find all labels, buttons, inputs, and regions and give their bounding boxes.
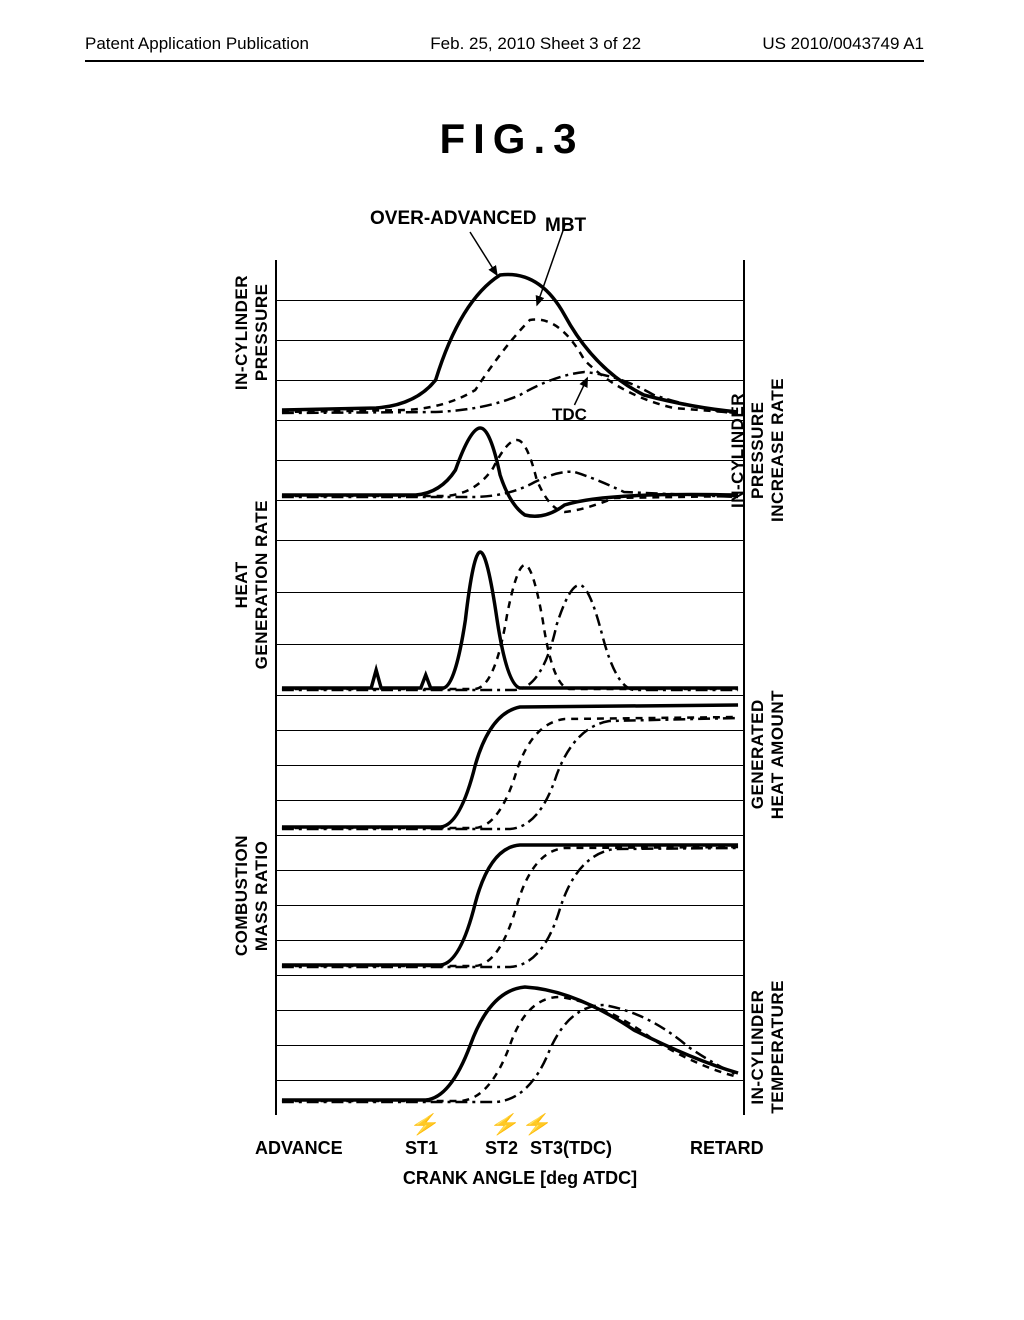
ylabel-temperature: IN-CYLINDERTEMPERATURE	[748, 980, 788, 1114]
ylabel-heat-amount: GENERATEDHEAT AMOUNT	[748, 690, 788, 819]
curves-panel1	[277, 260, 743, 420]
header-right: US 2010/0043749 A1	[762, 34, 924, 54]
page-header: Patent Application Publication Feb. 25, …	[0, 34, 1024, 54]
curves-panel4	[277, 695, 743, 835]
xlabel-st3: ST3(TDC)	[530, 1138, 612, 1159]
chart-container: OVER-ADVANCED MBT IN-CYLINDERPRESSURE TD…	[275, 260, 745, 1115]
ylabel-pressure: IN-CYLINDERPRESSURE	[232, 275, 272, 390]
curve-dashdot	[282, 1005, 738, 1102]
curve-solid	[282, 275, 738, 413]
panel-heat-gen-rate: HEATGENERATION RATE	[275, 540, 745, 695]
curve-dashdot	[282, 848, 738, 967]
xlabel-crank-angle: CRANK ANGLE [deg ATDC]	[380, 1168, 660, 1189]
curve-dashed	[282, 717, 738, 828]
spark-icon: ⚡	[409, 1112, 441, 1137]
header-center: Feb. 25, 2010 Sheet 3 of 22	[430, 34, 641, 54]
figure-title: FIG.3	[0, 115, 1024, 163]
panel-in-cylinder-pressure: IN-CYLINDERPRESSURE TDC	[275, 260, 745, 420]
header-divider	[85, 60, 924, 62]
panel-temperature: IN-CYLINDERTEMPERATURE	[275, 975, 745, 1115]
curve-solid	[282, 428, 738, 516]
curve-solid	[282, 552, 738, 688]
spark-icon: ⚡	[521, 1112, 553, 1137]
curves-panel3	[277, 540, 743, 695]
spark-icon: ⚡	[489, 1112, 521, 1137]
xlabel-st2: ST2	[485, 1138, 518, 1159]
curve-dashed	[282, 565, 738, 689]
panel-heat-amount: GENERATEDHEAT AMOUNT	[275, 695, 745, 835]
curve-dashed	[282, 847, 738, 966]
ylabel-heat-rate: HEATGENERATION RATE	[232, 500, 272, 669]
xlabel-st1: ST1	[405, 1138, 438, 1159]
ylabel-combustion: COMBUSTIONMASS RATIO	[232, 835, 272, 956]
curve-solid	[282, 845, 738, 965]
curves-panel2	[277, 420, 743, 540]
curve-solid	[282, 705, 738, 827]
xlabel-retard: RETARD	[690, 1138, 764, 1159]
curves-panel6	[277, 975, 743, 1115]
curve-dashdot	[282, 718, 738, 829]
xlabel-advance: ADVANCE	[255, 1138, 343, 1159]
panel-combustion-ratio: COMBUSTIONMASS RATIO	[275, 835, 745, 975]
curve-dashed	[282, 997, 738, 1101]
curves-panel5	[277, 835, 743, 975]
panel-pressure-rate: IN-CYLINDER PRESSUREINCREASE RATE	[275, 420, 745, 540]
header-left: Patent Application Publication	[85, 34, 309, 54]
